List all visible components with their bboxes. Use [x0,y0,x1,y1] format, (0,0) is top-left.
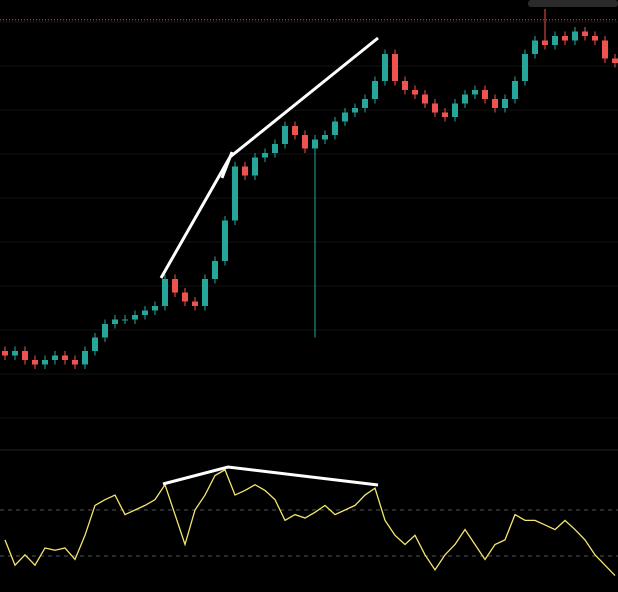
candle-body [452,103,458,117]
candle-body [572,31,578,41]
candle-body [152,306,158,311]
candle-body [242,166,248,176]
candle-body [442,112,448,117]
candles [0,9,618,369]
candle-body [522,54,528,81]
candle-body [492,99,498,108]
candle-body [292,126,298,135]
candle-body [582,31,588,36]
candle-body [12,351,18,356]
candle-body [392,54,398,81]
candle-body [322,135,328,140]
oscillator [0,468,618,577]
candle-body [512,81,518,99]
candle-body [162,279,168,306]
candle-body [562,36,568,41]
candle-body [532,40,538,54]
candle-body [412,90,418,95]
candle-body [192,301,198,306]
candle-body [102,324,108,338]
oscillator-line [4,468,616,577]
candle-body [2,351,8,356]
candle-body [22,351,28,360]
trend-line [162,465,379,487]
candle-body [222,220,228,261]
candle-body [612,58,618,63]
candle-body [32,360,38,365]
candle-body [332,121,338,135]
candle-body [462,94,468,104]
trend-line [220,151,234,179]
candle-body [92,337,98,351]
candle-body [312,139,318,149]
candle-body [592,36,598,41]
candle-body [212,261,218,279]
candle-body [42,360,48,365]
candle-body [252,157,258,176]
candle-body [542,40,548,45]
candle-body [402,81,408,90]
candle-body [202,279,208,306]
candle-body [112,319,118,324]
candle-body [172,279,178,293]
candle-body [272,144,278,153]
candle-body [82,351,88,365]
toolbar-tab[interactable] [528,0,618,7]
candle-body [282,126,288,144]
candle-body [342,112,348,122]
candle-body [472,90,478,95]
candle-body [362,99,368,108]
candle-body [602,40,608,59]
candle-body [72,360,78,365]
grid [0,21,618,419]
candle-body [122,319,128,321]
candle-body [232,166,238,221]
candle-body [502,99,508,108]
candle-body [352,108,358,113]
candle-body [142,310,148,315]
candle-body [52,355,58,360]
candle-body [482,90,488,99]
candle-body [432,103,438,113]
candle-body [62,355,68,360]
candle-body [262,153,268,158]
candle-body [182,292,188,302]
candle-body [422,94,428,104]
candle-body [382,54,388,81]
candle-body [302,135,308,149]
candle-body [132,315,138,320]
candle-body [372,81,378,99]
candle-body [552,36,558,45]
